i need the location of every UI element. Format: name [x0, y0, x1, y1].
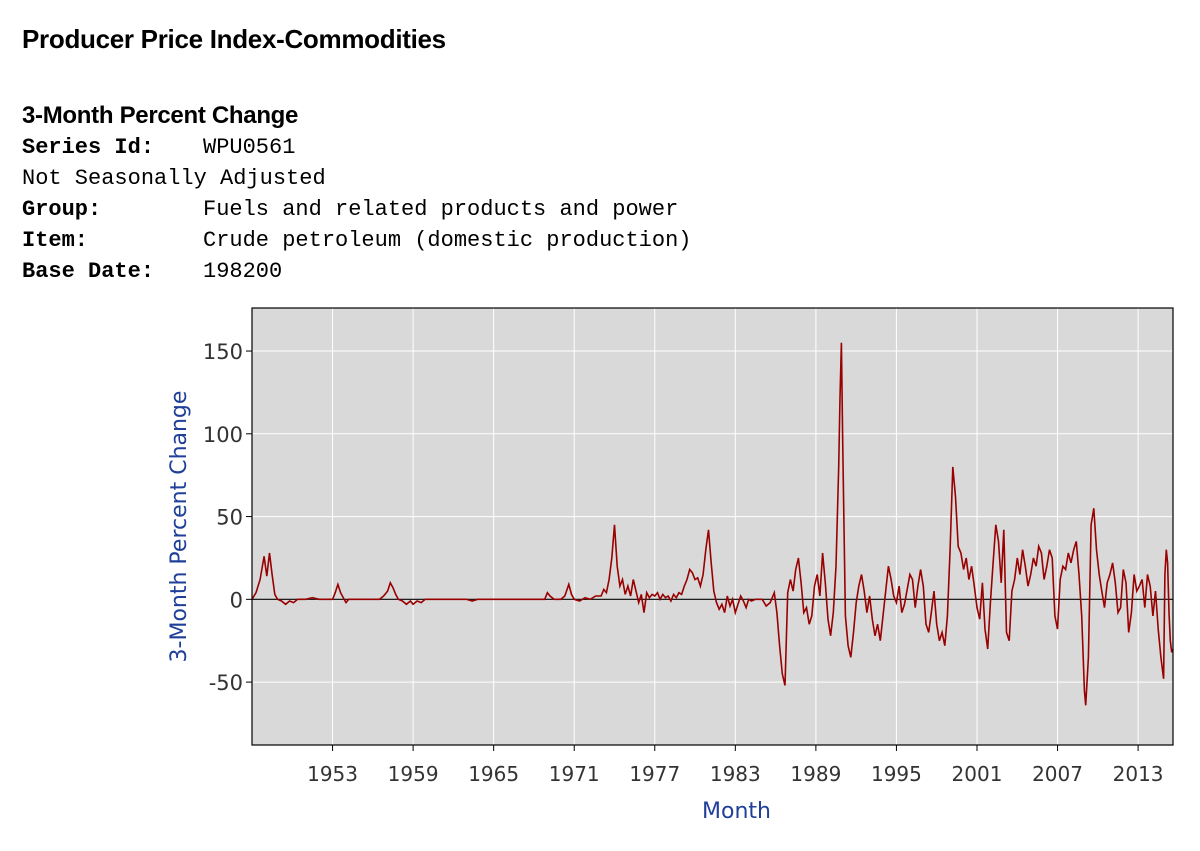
series-metadata: Series Id: WPU0561 Not Seasonally Adjuste…: [22, 132, 691, 287]
base-date-label: Base Date:: [22, 259, 155, 284]
y-tick-label: 150: [203, 340, 243, 364]
y-tick-label: 0: [230, 588, 243, 612]
seasonal-adjustment-value: Not Seasonally Adjusted: [22, 166, 326, 191]
x-tick-label: 1959: [388, 762, 439, 786]
group-row: Group: Fuels and related products and pow…: [22, 194, 691, 225]
group-value: Fuels and related products and power: [203, 197, 679, 222]
group-label: Group:: [22, 197, 102, 222]
base-date-value: 198200: [203, 259, 283, 284]
series-line-WPU0561: [251, 342, 1174, 706]
chart-subtitle: 3-Month Percent Change: [22, 102, 299, 129]
y-tick-label: 100: [203, 423, 243, 447]
series-id-label: Series Id:: [22, 135, 155, 160]
x-tick-label: 1971: [549, 762, 600, 786]
seasonal-row: Not Seasonally Adjusted: [22, 163, 691, 194]
base-date-row: Base Date: 198200: [22, 256, 691, 287]
x-axis-title: Month: [702, 799, 771, 824]
y-tick-label: -50: [209, 671, 243, 695]
item-row: Item: Crude petroleum (domestic productio…: [22, 225, 691, 256]
x-tick-label: 1965: [468, 762, 519, 786]
x-tick-label: 1977: [629, 762, 680, 786]
x-tick-label: 2001: [952, 762, 1003, 786]
x-tick-label: 1995: [871, 762, 922, 786]
x-tick-label: 1989: [790, 762, 841, 786]
item-value: Crude petroleum (domestic production): [203, 228, 692, 253]
x-tick-label: 2007: [1032, 762, 1083, 786]
x-tick-label: 1983: [710, 762, 761, 786]
plot-frame: [251, 307, 1174, 746]
item-label: Item:: [22, 228, 89, 253]
series-id-value: WPU0561: [203, 135, 296, 160]
y-tick-label: 50: [216, 506, 243, 530]
page-title: Producer Price Index-Commodities: [22, 24, 446, 54]
y-axis-title: 3-Month Percent Change: [167, 391, 192, 663]
x-tick-label: 2013: [1113, 762, 1164, 786]
series-id-row: Series Id: WPU0561: [22, 132, 691, 163]
plot-area: [252, 308, 1173, 745]
x-tick-label: 1953: [307, 762, 358, 786]
